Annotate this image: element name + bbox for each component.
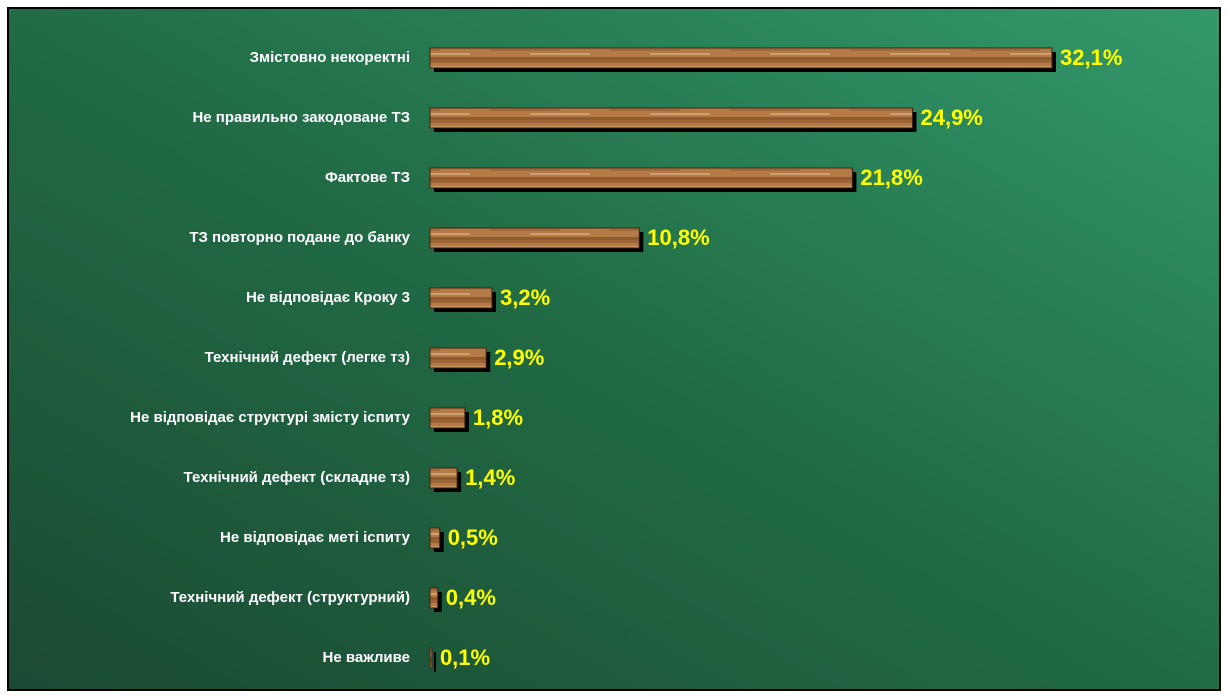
category-label: Не відповідає меті іспиту bbox=[220, 529, 411, 546]
category-label: Змістовно некоректні bbox=[250, 49, 410, 66]
bar bbox=[429, 587, 439, 609]
bar bbox=[429, 47, 1053, 69]
value-label: 32,1% bbox=[1060, 45, 1122, 70]
bar bbox=[429, 467, 458, 489]
category-label: Технічний дефект (легке тз) bbox=[205, 349, 410, 366]
category-label: ТЗ повторно подане до банку bbox=[189, 229, 410, 246]
bar bbox=[429, 347, 487, 369]
category-label: Не правильно закодоване ТЗ bbox=[192, 109, 410, 126]
category-label: Фактове ТЗ bbox=[325, 169, 410, 186]
value-label: 0,4% bbox=[446, 585, 496, 610]
value-label: 1,4% bbox=[465, 465, 515, 490]
bar bbox=[429, 227, 640, 249]
value-label: 10,8% bbox=[647, 225, 709, 250]
value-label: 2,9% bbox=[494, 345, 544, 370]
bar-shadow bbox=[434, 652, 436, 672]
category-label: Не відповідає Кроку 3 bbox=[246, 289, 410, 306]
bar bbox=[429, 647, 433, 669]
category-label: Не відповідає структурі змісту іспиту bbox=[130, 409, 410, 426]
value-label: 1,8% bbox=[473, 405, 523, 430]
category-label: Технічний дефект (структурний) bbox=[170, 589, 410, 606]
category-label: Технічний дефект (складне тз) bbox=[184, 469, 410, 486]
bar bbox=[429, 527, 441, 549]
value-label: 24,9% bbox=[920, 105, 982, 130]
bar bbox=[429, 107, 913, 129]
value-label: 0,5% bbox=[448, 525, 498, 550]
category-label: Не важливе bbox=[323, 649, 410, 666]
value-label: 0,1% bbox=[440, 645, 490, 670]
bar bbox=[429, 407, 466, 429]
bar bbox=[429, 287, 493, 309]
value-label: 3,2% bbox=[500, 285, 550, 310]
bar bbox=[429, 167, 853, 189]
value-label: 21,8% bbox=[860, 165, 922, 190]
